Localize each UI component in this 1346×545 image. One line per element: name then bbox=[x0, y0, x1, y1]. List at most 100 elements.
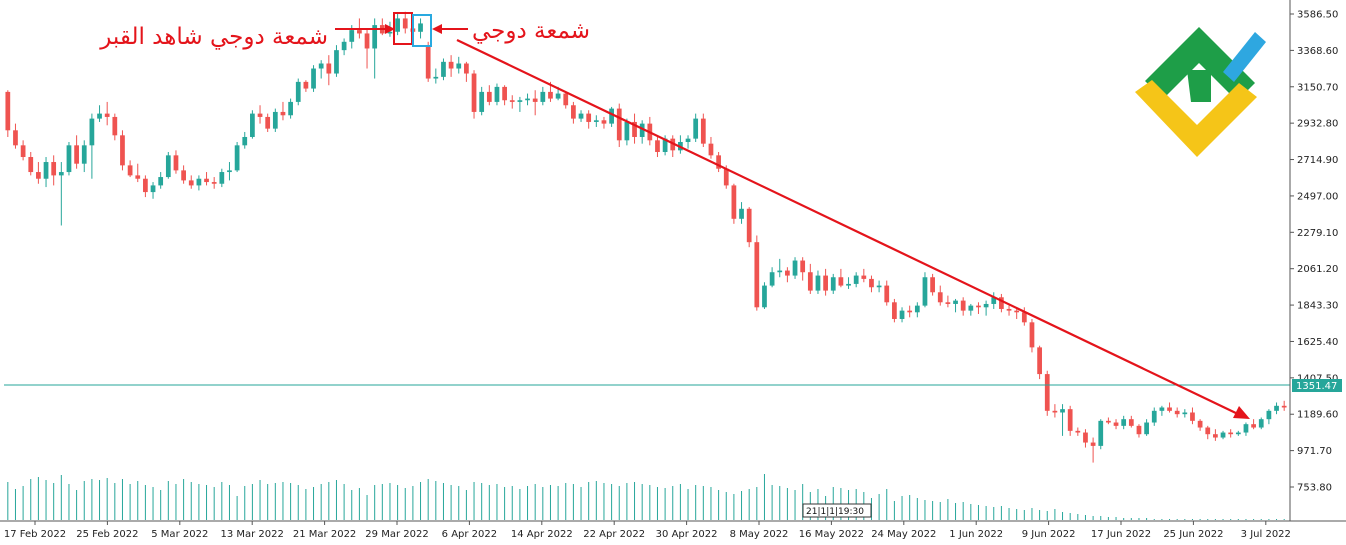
candle bbox=[571, 101, 576, 124]
candle-body bbox=[1060, 409, 1065, 413]
x-tick-label: 21 Mar 2022 bbox=[293, 529, 356, 540]
candle bbox=[693, 113, 699, 142]
candle bbox=[479, 86, 485, 116]
candle bbox=[318, 60, 324, 79]
candle bbox=[991, 292, 997, 309]
candle bbox=[74, 135, 79, 169]
candle-body bbox=[326, 63, 332, 74]
candle-body bbox=[441, 61, 446, 77]
x-tick-label: 9 Jun 2022 bbox=[1022, 529, 1076, 540]
candle bbox=[372, 18, 378, 79]
candle bbox=[807, 263, 813, 294]
candle-body bbox=[120, 135, 125, 166]
x-tick-label: 17 Feb 2022 bbox=[4, 529, 66, 540]
candle bbox=[716, 152, 721, 173]
candle-body bbox=[563, 93, 569, 106]
candle bbox=[593, 115, 599, 127]
doji-box bbox=[412, 14, 432, 47]
candle bbox=[272, 108, 278, 132]
y-tick-label: 1407.50 bbox=[1297, 373, 1338, 384]
candle-body bbox=[624, 121, 630, 141]
candle bbox=[586, 110, 592, 129]
candle-body bbox=[1144, 422, 1149, 435]
candle-body bbox=[395, 18, 400, 32]
candle-body bbox=[387, 31, 393, 34]
candle-body bbox=[89, 118, 95, 146]
y-tick-label: 2932.80 bbox=[1297, 119, 1338, 130]
candle bbox=[884, 280, 890, 306]
candle-body bbox=[960, 300, 966, 311]
candle-body bbox=[479, 91, 485, 112]
candle bbox=[922, 272, 928, 308]
candle bbox=[395, 13, 400, 36]
y-tick-label: 3150.70 bbox=[1297, 82, 1338, 93]
candle bbox=[517, 96, 523, 112]
candle-body bbox=[746, 208, 752, 243]
candle bbox=[578, 110, 584, 122]
candle bbox=[1121, 415, 1127, 430]
candle-body bbox=[525, 98, 530, 101]
candle-body bbox=[1006, 308, 1012, 311]
candle-body bbox=[486, 91, 492, 102]
candle bbox=[104, 101, 110, 126]
candle bbox=[143, 175, 148, 198]
gravestone-doji-annotation: شمعة دوجي شاهد القبر bbox=[99, 24, 328, 50]
candle bbox=[838, 268, 844, 288]
candle bbox=[28, 152, 34, 176]
candle bbox=[509, 95, 515, 109]
candle-body bbox=[838, 277, 844, 286]
x-tick-label: 3 Jul 2022 bbox=[1241, 529, 1291, 540]
candle bbox=[1136, 424, 1142, 438]
candle bbox=[280, 101, 286, 121]
candle-body bbox=[51, 162, 57, 176]
candle-body bbox=[1113, 422, 1119, 426]
timeframe-label: 21|1|1|19:30 bbox=[806, 507, 864, 517]
candle-body bbox=[1182, 412, 1188, 415]
candle bbox=[20, 140, 26, 161]
candle bbox=[379, 18, 385, 36]
candle bbox=[173, 150, 179, 174]
candle-body bbox=[1266, 410, 1272, 420]
candle bbox=[1213, 429, 1218, 441]
candle bbox=[945, 295, 951, 308]
candle-body bbox=[181, 170, 186, 181]
candle bbox=[464, 61, 469, 82]
candle-body bbox=[968, 305, 974, 311]
candle-body bbox=[211, 182, 217, 184]
candle bbox=[708, 136, 714, 159]
candle-body bbox=[165, 155, 171, 178]
candle-body bbox=[1067, 409, 1073, 431]
candle bbox=[914, 302, 920, 318]
candle bbox=[930, 273, 935, 296]
candle bbox=[746, 207, 752, 248]
candle-body bbox=[1121, 419, 1127, 426]
candle bbox=[188, 175, 194, 189]
candle-body bbox=[609, 108, 614, 124]
candle bbox=[471, 70, 477, 119]
candle-body bbox=[540, 91, 546, 102]
candle-body bbox=[601, 120, 607, 124]
candle bbox=[1281, 400, 1287, 411]
candle-body bbox=[295, 81, 301, 102]
candle bbox=[1144, 419, 1149, 436]
downtrend-arrowhead bbox=[1233, 406, 1250, 419]
candle bbox=[869, 275, 874, 293]
candle bbox=[1128, 415, 1134, 428]
candle bbox=[295, 78, 301, 106]
candle-body bbox=[632, 121, 637, 137]
candle bbox=[288, 98, 293, 119]
candle-body bbox=[723, 168, 729, 186]
candle-body bbox=[242, 136, 248, 146]
candle-body bbox=[402, 18, 408, 29]
candle-body bbox=[204, 178, 209, 183]
candle-body bbox=[876, 285, 882, 288]
candle bbox=[66, 141, 72, 176]
candle-body bbox=[1159, 407, 1165, 411]
y-tick-label: 2279.10 bbox=[1297, 228, 1338, 239]
candle-body bbox=[219, 172, 225, 184]
y-tick-label: 1189.60 bbox=[1297, 410, 1338, 421]
candle-body bbox=[349, 30, 355, 42]
x-tick-label: 30 Apr 2022 bbox=[656, 529, 718, 540]
candle bbox=[364, 28, 370, 69]
candle-body bbox=[823, 275, 828, 291]
